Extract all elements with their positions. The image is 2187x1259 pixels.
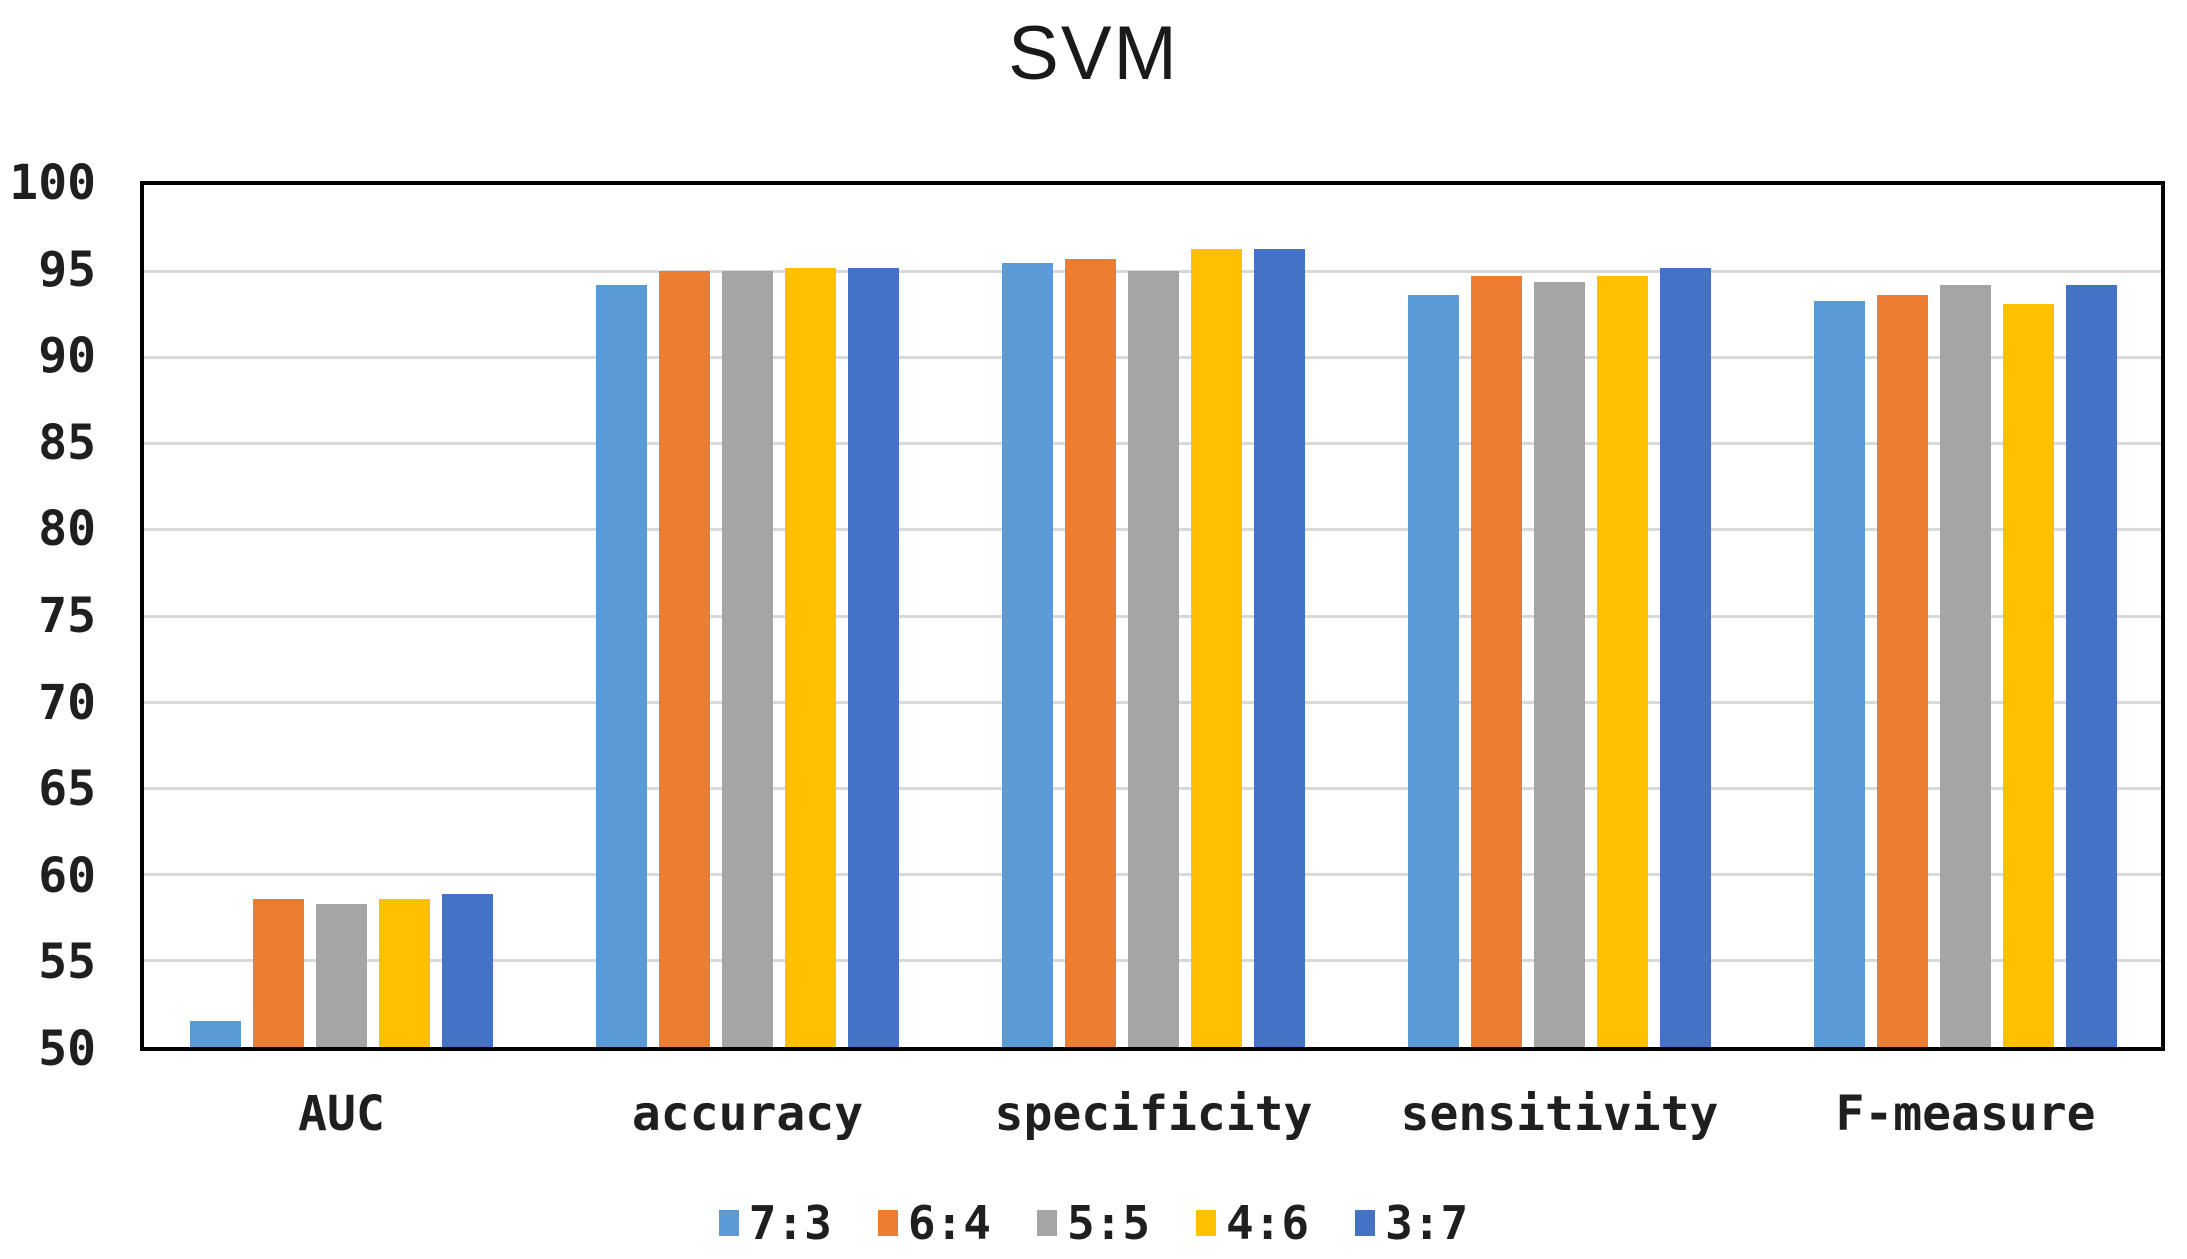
bar-auc-4-6 [379, 898, 430, 1047]
bar-auc-5-5 [316, 903, 367, 1047]
bar-specificity-7-3 [1002, 262, 1053, 1047]
bar-specificity-3-7 [1254, 248, 1305, 1047]
bar-sensitivity-4-6 [1597, 276, 1648, 1047]
legend-label-6-4: 6:4 [907, 1196, 991, 1250]
y-axis-tick-labels: 100 95 90 85 80 75 70 65 60 55 50 [0, 0, 96, 1259]
legend-label-7-3: 7:3 [748, 1196, 832, 1250]
bar-f-measure-4-6 [2003, 303, 2054, 1047]
legend-item-3-7: 3:7 [1355, 1196, 1468, 1250]
bar-sensitivity-3-7 [1660, 267, 1711, 1047]
y-tick-label-55: 55 [38, 934, 96, 991]
y-tick-label-95: 95 [38, 241, 96, 298]
y-tick-label-100: 100 [9, 155, 96, 211]
bar-sensitivity-5-5 [1534, 281, 1585, 1047]
legend-label-4-6: 4:6 [1226, 1196, 1310, 1250]
y-tick-label-70: 70 [38, 674, 96, 731]
legend-swatch-4-6 [1196, 1210, 1217, 1236]
plot-area [140, 181, 2165, 1051]
legend-swatch-7-3 [718, 1210, 739, 1236]
x-category-label-sensitivity: sensitivity [1400, 1086, 1719, 1142]
bar-accuracy-7-3 [596, 285, 647, 1047]
bar-f-measure-7-3 [1814, 300, 1865, 1047]
legend-label-3-7: 3:7 [1385, 1196, 1469, 1250]
x-category-label-specificity: specificity [994, 1086, 1313, 1142]
bar-specificity-5-5 [1128, 271, 1179, 1047]
y-tick-label-65: 65 [38, 761, 96, 818]
legend-swatch-5-5 [1036, 1210, 1057, 1236]
bar-sensitivity-6-4 [1471, 276, 1522, 1047]
bar-specificity-4-6 [1191, 248, 1242, 1047]
bar-specificity-6-4 [1065, 259, 1116, 1047]
bar-f-measure-5-5 [1940, 285, 1991, 1047]
y-tick-label-80: 80 [38, 501, 96, 558]
bar-sensitivity-7-3 [1408, 295, 1459, 1047]
legend-item-4-6: 4:6 [1196, 1196, 1309, 1250]
legend: 7:3 6:4 5:5 4:6 3:7 [0, 1196, 2187, 1250]
bar-auc-6-4 [253, 898, 304, 1047]
x-category-label-auc: AUC [298, 1086, 385, 1142]
bar-auc-3-7 [442, 893, 493, 1047]
bar-f-measure-6-4 [1877, 295, 1928, 1047]
bar-f-measure-3-7 [2066, 285, 2117, 1047]
legend-item-6-4: 6:4 [877, 1196, 991, 1250]
legend-item-7-3: 7:3 [718, 1196, 832, 1250]
legend-item-5-5: 5:5 [1036, 1196, 1151, 1250]
y-tick-label-60: 60 [38, 847, 96, 904]
gridline-95 [144, 269, 2161, 273]
x-category-label-accuracy: accuracy [631, 1086, 864, 1142]
bar-accuracy-6-4 [659, 271, 710, 1047]
y-tick-label-85: 85 [38, 414, 96, 471]
legend-label-5-5: 5:5 [1066, 1196, 1151, 1250]
y-tick-label-90: 90 [38, 328, 96, 385]
legend-swatch-3-7 [1355, 1210, 1376, 1236]
x-category-label-f-measure: F-measure [1835, 1086, 2096, 1142]
legend-swatch-6-4 [877, 1210, 898, 1236]
bar-accuracy-3-7 [848, 267, 899, 1047]
chart-title: SVM [1008, 11, 1179, 96]
bar-auc-7-3 [190, 1021, 241, 1047]
bar-accuracy-4-6 [785, 267, 836, 1047]
y-tick-label-50: 50 [38, 1021, 96, 1077]
bar-accuracy-5-5 [722, 271, 773, 1047]
y-tick-label-75: 75 [38, 588, 96, 644]
